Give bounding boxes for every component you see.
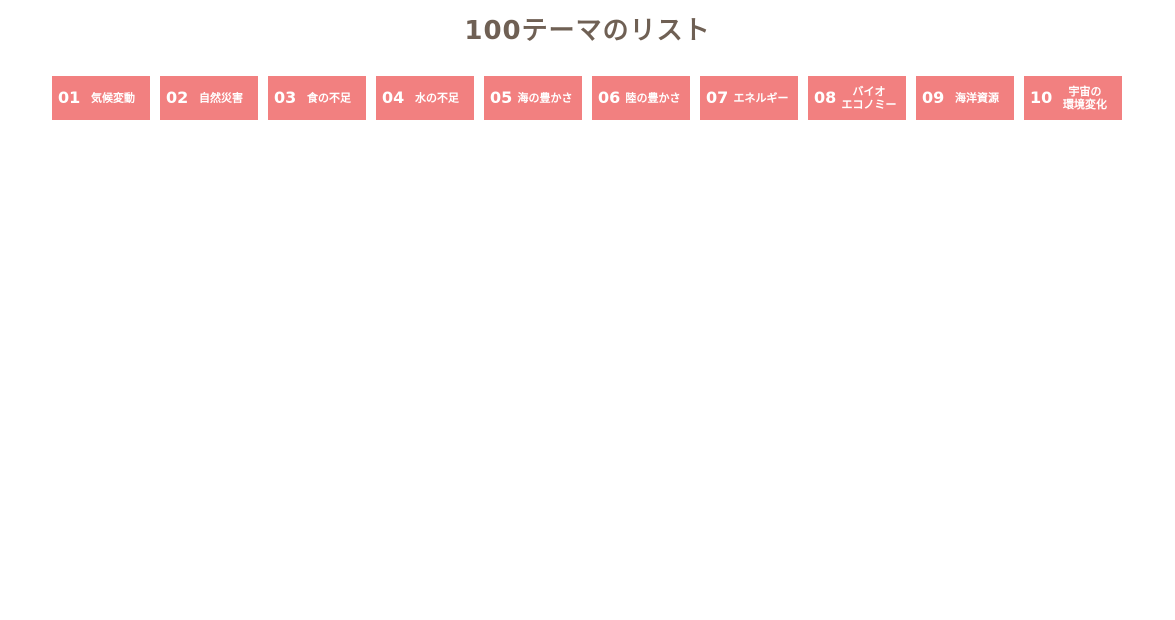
theme-label: バイオ エコノミー: [841, 85, 897, 111]
theme-number: 10: [1030, 88, 1053, 107]
theme-tile-10: 10 宇宙の 環境変化: [1024, 76, 1122, 120]
theme-label: 気候変動: [91, 91, 135, 105]
theme-number: 01: [58, 88, 81, 107]
theme-tile-04: 04 水の不足: [376, 76, 474, 120]
theme-number: 05: [490, 88, 513, 107]
theme-label: 陸の豊かさ: [625, 91, 681, 105]
theme-tile-03: 03 食の不足: [268, 76, 366, 120]
theme-number: 04: [382, 88, 405, 107]
page-title: 100テーマのリスト: [464, 16, 711, 46]
theme-label: 食の不足: [307, 91, 351, 105]
theme-label: 宇宙の 環境変化: [1063, 85, 1107, 111]
theme-tile-08: 08 バイオ エコノミー: [808, 76, 906, 120]
theme-tile-01: 01 気候変動: [52, 76, 150, 120]
theme-label: エネルギー: [733, 91, 789, 105]
theme-label: 自然災害: [199, 91, 243, 105]
theme-tile-06: 06 陸の豊かさ: [592, 76, 690, 120]
theme-label: 海洋資源: [955, 91, 999, 105]
theme-tile-02: 02 自然災害: [160, 76, 258, 120]
theme-number: 02: [166, 88, 189, 107]
theme-label: 水の不足: [415, 91, 459, 105]
theme-number: 03: [274, 88, 297, 107]
theme-number: 06: [598, 88, 621, 107]
theme-tile-07: 07 エネルギー: [700, 76, 798, 120]
theme-number: 08: [814, 88, 837, 107]
theme-label: 海の豊かさ: [517, 91, 573, 105]
theme-tile-09: 09 海洋資源: [916, 76, 1014, 120]
theme-number: 09: [922, 88, 945, 107]
theme-grid: 01 気候変動 02 自然災害 03 食の不足 04 水の不足 05 海の豊かさ 06 陸の豊かさ 07…: [52, 76, 1175, 120]
theme-tile-05: 05 海の豊かさ: [484, 76, 582, 120]
theme-number: 07: [706, 88, 729, 107]
